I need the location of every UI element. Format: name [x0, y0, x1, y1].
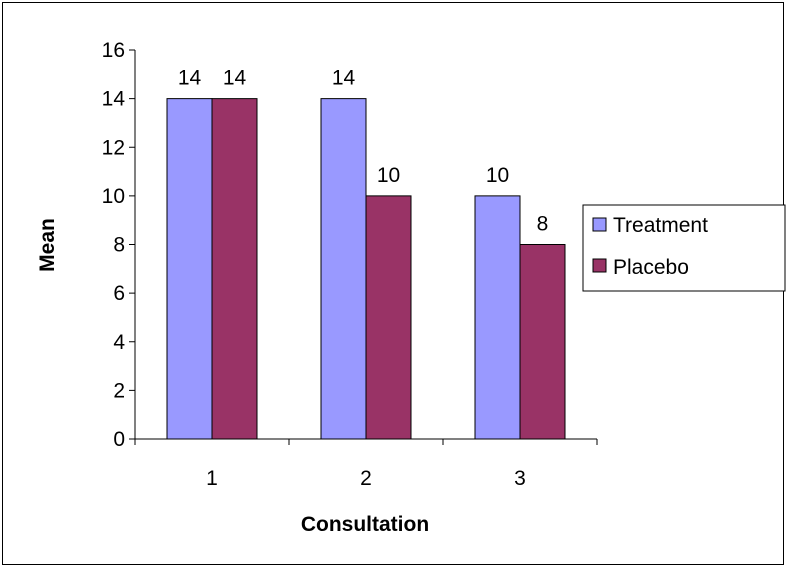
y-tick-label: 4 — [113, 331, 125, 354]
data-label-treatment-3: 10 — [486, 164, 509, 187]
bars — [166, 98, 566, 440]
data-label-placebo-1: 14 — [223, 67, 247, 90]
bar-placebo-1 — [211, 98, 258, 440]
y-tick-label: 6 — [113, 282, 125, 305]
data-label-placebo-2: 10 — [377, 164, 400, 187]
data-label-treatment-1: 14 — [178, 67, 202, 90]
bar-treatment-1 — [166, 98, 213, 440]
legend-box — [582, 204, 786, 292]
data-label-placebo-3: 8 — [537, 213, 549, 236]
y-tick-label: 8 — [113, 234, 125, 257]
data-labels: 14 14 14 10 10 8 — [178, 67, 549, 236]
y-axis-title: Mean — [36, 218, 59, 272]
bar-treatment-2 — [320, 98, 367, 440]
legend: Treatment Placebo — [582, 204, 786, 292]
bar-placebo-2 — [365, 195, 412, 440]
legend-label-treatment: Treatment — [613, 214, 708, 237]
bar-treatment-3 — [474, 195, 521, 440]
y-tick-label: 14 — [102, 88, 126, 111]
bar-placebo-3 — [519, 244, 566, 440]
legend-swatch-placebo — [592, 258, 607, 273]
y-axis-ticks: 0 2 4 6 8 10 12 14 16 — [102, 39, 135, 451]
y-tick-label: 16 — [102, 39, 125, 62]
x-axis-title: Consultation — [301, 513, 429, 536]
y-tick-label: 0 — [113, 428, 125, 451]
x-axis-ticks: 1 2 3 — [134, 439, 598, 490]
y-tick-label: 12 — [102, 136, 125, 159]
x-tick-label: 3 — [514, 467, 526, 490]
legend-swatch-treatment — [592, 217, 607, 232]
x-tick-label: 2 — [360, 467, 372, 490]
y-tick-label: 10 — [102, 185, 125, 208]
data-label-treatment-2: 14 — [332, 67, 356, 90]
y-tick-label: 2 — [113, 379, 125, 402]
x-tick-label: 1 — [206, 467, 218, 490]
legend-label-placebo: Placebo — [613, 256, 689, 279]
